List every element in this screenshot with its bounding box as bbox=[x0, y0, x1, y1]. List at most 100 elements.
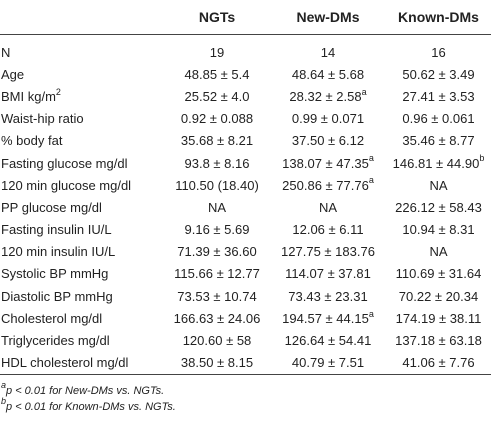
row-label-text: 120 min insulin IU/L bbox=[1, 244, 116, 260]
footnotes: ap < 0.01 for New-DMs vs. NGTs. bp < 0.0… bbox=[0, 375, 491, 415]
footnote-a: ap < 0.01 for New-DMs vs. NGTs. bbox=[1, 380, 491, 399]
table-row: Age 48.85 ± 5.4 48.64 ± 5.68 50.62 ± 3.49 bbox=[0, 63, 491, 85]
table-cell: 73.43 ± 23.31 bbox=[270, 285, 386, 307]
cell-value: 50.62 ± 3.49 bbox=[402, 66, 475, 82]
row-label-text: 120 min glucose mg/dl bbox=[1, 177, 132, 193]
cell-value: 137.18 ± 63.18 bbox=[395, 333, 482, 349]
row-label-text: Diastolic BP mmHg bbox=[1, 288, 113, 304]
unit-superscript: 2 bbox=[55, 86, 61, 97]
table-cell: 12.06 ± 6.11 bbox=[270, 219, 386, 241]
cell-value: 146.81 ± 44.90 bbox=[392, 155, 480, 171]
header-cell-ngts: NGTs bbox=[198, 9, 236, 25]
table-cell: 137.18 ± 63.18 bbox=[386, 329, 491, 351]
table-cell: 16 bbox=[386, 35, 491, 64]
row-label: Cholesterol mg/dl bbox=[0, 307, 164, 329]
table-row: % body fat 35.68 ± 8.21 37.50 ± 6.12 35.46 … bbox=[0, 130, 491, 152]
cell-value: 0.99 ± 0.071 bbox=[291, 111, 365, 127]
table-row: N 19 14 16 bbox=[0, 35, 491, 64]
cell-value: 110.69 ± 31.64 bbox=[395, 266, 482, 282]
table-cell: 50.62 ± 3.49 bbox=[386, 63, 491, 85]
cell-value: 226.12 ± 58.43 bbox=[395, 199, 482, 215]
row-label: Fasting insulin IU/L bbox=[0, 219, 164, 241]
cell-value: 174.19 ± 38.11 bbox=[395, 310, 482, 326]
table-body: N 19 14 16 Age 48.85 ± 5.4 48.64 ± 5.68 50.62 ±… bbox=[0, 35, 491, 375]
footnote-mark: a bbox=[1, 380, 7, 391]
table-cell: NA bbox=[386, 241, 491, 263]
cell-value: 250.86 ± 77.76 bbox=[282, 177, 369, 193]
row-label-text: Triglycerides mg/dl bbox=[1, 333, 110, 349]
row-label-text: BMI kg/m bbox=[1, 88, 56, 104]
row-label: HDL cholesterol mg/dl bbox=[0, 352, 164, 375]
cell-value: 71.39 ± 36.60 bbox=[177, 244, 257, 260]
cell-value: 120.60 ± 58 bbox=[182, 333, 252, 349]
table-cell: 71.39 ± 36.60 bbox=[164, 241, 270, 263]
table-cell: 0.92 ± 0.088 bbox=[164, 108, 270, 130]
table-cell: 93.8 ± 8.16 bbox=[164, 152, 270, 174]
table-row: 120 min glucose mg/dl 110.50 (18.40) 250.8… bbox=[0, 174, 491, 196]
table-cell: 250.86 ± 77.76a bbox=[270, 174, 386, 196]
table-cell: 27.41 ± 3.53 bbox=[386, 85, 491, 107]
table-cell: 110.69 ± 31.64 bbox=[386, 263, 491, 285]
table-cell: NA bbox=[164, 196, 270, 218]
cell-value: NA bbox=[207, 199, 227, 215]
row-label: 120 min insulin IU/L bbox=[0, 241, 164, 263]
table-cell: 70.22 ± 20.34 bbox=[386, 285, 491, 307]
cell-value: 27.41 ± 3.53 bbox=[402, 88, 475, 104]
row-label-text: Fasting insulin IU/L bbox=[1, 222, 112, 238]
row-label-text: N bbox=[1, 44, 11, 60]
significance-marker: a bbox=[368, 175, 374, 186]
table-row: Triglycerides mg/dl 120.60 ± 58 126.64 ± 5… bbox=[0, 329, 491, 351]
table-cell: 0.96 ± 0.061 bbox=[386, 108, 491, 130]
cell-value: 0.92 ± 0.088 bbox=[180, 111, 254, 127]
cell-value: 35.68 ± 8.21 bbox=[180, 133, 254, 149]
header-cell-label bbox=[0, 0, 164, 35]
cell-value: NA bbox=[429, 177, 448, 193]
table-cell: 127.75 ± 183.76 bbox=[270, 241, 386, 263]
table-cell: 37.50 ± 6.12 bbox=[270, 130, 386, 152]
cell-value: 93.8 ± 8.16 bbox=[184, 155, 250, 171]
cell-value: 37.50 ± 6.12 bbox=[291, 133, 365, 149]
cell-value: 48.85 ± 5.4 bbox=[184, 66, 250, 82]
row-label-text: Cholesterol mg/dl bbox=[1, 310, 103, 326]
table-cell: 146.81 ± 44.90b bbox=[386, 152, 491, 174]
cell-value: NA bbox=[318, 199, 338, 215]
table-cell: 35.68 ± 8.21 bbox=[164, 130, 270, 152]
table-row: 120 min insulin IU/L 71.39 ± 36.60 127.75 … bbox=[0, 241, 491, 263]
cell-value: 28.32 ± 2.58 bbox=[289, 88, 362, 104]
table-cell: 14 bbox=[270, 35, 386, 64]
cell-value: 10.94 ± 8.31 bbox=[402, 222, 475, 238]
table-row: Waist-hip ratio 0.92 ± 0.088 0.99 ± 0.071 0… bbox=[0, 108, 491, 130]
table-cell: 120.60 ± 58 bbox=[164, 329, 270, 351]
table-cell: 48.85 ± 5.4 bbox=[164, 63, 270, 85]
cell-value: 127.75 ± 183.76 bbox=[281, 244, 375, 260]
cell-value: 19 bbox=[209, 44, 225, 60]
cell-value: 110.50 (18.40) bbox=[175, 177, 259, 193]
table-row: PP glucose mg/dl NA NA 226.12 ± 58.43 bbox=[0, 196, 491, 218]
row-label: N bbox=[0, 35, 164, 64]
table-cell: 0.99 ± 0.071 bbox=[270, 108, 386, 130]
table-cell: 115.66 ± 12.77 bbox=[164, 263, 270, 285]
header-cell-known-dms: Known-DMs bbox=[398, 9, 479, 25]
table-cell: 19 bbox=[164, 35, 270, 64]
cell-value: NA bbox=[429, 244, 448, 260]
table-row: BMI kg/m2 25.52 ± 4.0 28.32 ± 2.58a 27.41 ±… bbox=[0, 85, 491, 107]
table-cell: 40.79 ± 7.51 bbox=[270, 352, 386, 375]
significance-marker: a bbox=[368, 308, 374, 319]
table-row: Fasting glucose mg/dl 93.8 ± 8.16 138.07 ±… bbox=[0, 152, 491, 174]
cell-value: 138.07 ± 47.35 bbox=[282, 155, 369, 171]
table-cell: 138.07 ± 47.35a bbox=[270, 152, 386, 174]
row-label: Diastolic BP mmHg bbox=[0, 285, 164, 307]
table-cell: 48.64 ± 5.68 bbox=[270, 63, 386, 85]
table-cell: 126.64 ± 54.41 bbox=[270, 329, 386, 351]
cell-value: 126.64 ± 54.41 bbox=[284, 333, 372, 349]
cell-value: 40.79 ± 7.51 bbox=[291, 355, 365, 371]
table-row: Systolic BP mmHg 115.66 ± 12.77 114.07 ± 3… bbox=[0, 263, 491, 285]
cell-value: 41.06 ± 7.76 bbox=[402, 355, 475, 371]
row-label: Waist-hip ratio bbox=[0, 108, 164, 130]
cell-value: 14 bbox=[320, 44, 336, 60]
cell-value: 73.53 ± 10.74 bbox=[177, 288, 257, 304]
table-cell: 9.16 ± 5.69 bbox=[164, 219, 270, 241]
row-label-text: HDL cholesterol mg/dl bbox=[1, 355, 129, 371]
table-row: Fasting insulin IU/L 9.16 ± 5.69 12.06 ± 6… bbox=[0, 219, 491, 241]
header-cell-new-dms: New-DMs bbox=[296, 9, 360, 25]
